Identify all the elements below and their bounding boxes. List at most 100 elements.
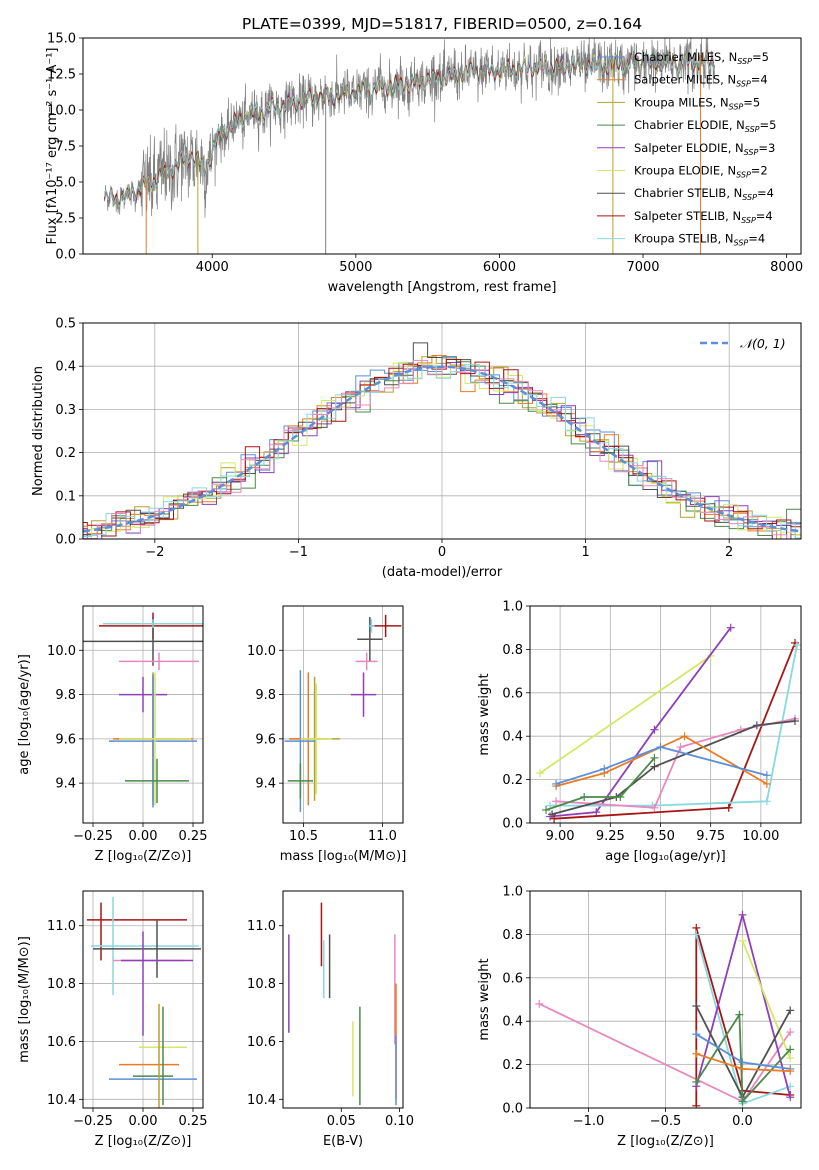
spectrum-xtick-label: 5000: [339, 260, 372, 275]
massweight_vs_age-marker: [762, 779, 771, 788]
mass_vs_z-plot: [87, 896, 201, 1108]
massweight_vs_age-ytick-label: 0.0: [502, 817, 523, 832]
massweight_vs_z-marker: [786, 1028, 795, 1037]
legend-entry: Kroupa MILES, NSSP=5: [634, 95, 760, 111]
massweight_vs_z-ylabel: mass weight: [477, 958, 492, 1040]
legend-entry: Kroupa STELIB, NSSP=4: [634, 232, 765, 248]
spectrum-ylabel: Flux [fλ10⁻¹⁷ erg cm⁻² s⁻¹ A⁻¹]: [45, 48, 60, 245]
legend-value: =3: [758, 141, 775, 155]
legend-subscript: SSP: [729, 102, 744, 111]
age_vs_mass-errorbar-point: [368, 619, 375, 633]
residuals-xtick-label: −2: [145, 545, 164, 560]
residuals-hist-salpeter_miles: [83, 355, 801, 539]
massweight_vs_age-marker: [650, 762, 659, 771]
legend-subscript: SSP: [745, 125, 760, 134]
legend-subscript: SSP: [737, 57, 752, 66]
spectrum-xlabel: wavelength [Angstrom, rest frame]: [328, 280, 557, 295]
spectrum-xtick-label: 4000: [196, 260, 229, 275]
mass_vs_ebv-frame: 0.05 0.10 10.4 10.6 10.8 11.0 E(B-V): [247, 890, 414, 1149]
residuals-frame: −2 −1 0 1 2 0.0 0.1 0.2 0.3 0.4 0.5 (data-model)/er…: [31, 317, 802, 580]
spectrum-ytick-label: 12.5: [47, 68, 76, 83]
massweight_vs_age-marker: [656, 743, 665, 752]
residuals-xlabel: (data-model)/error: [382, 565, 503, 580]
mass_vs_z-ytick-label: 10.4: [47, 1093, 76, 1108]
mass_vs_z-xlabel: Z [log₁₀(Z/Z⊙)]: [95, 1134, 192, 1149]
age_vs_mass-errorbar-point: [355, 652, 378, 671]
massweight_vs_age-ytick-label: 0.2: [502, 773, 523, 788]
massweight_vs_z-marker: [692, 1077, 701, 1086]
mass_vs_ebv-xtick-label: 0.05: [327, 1114, 356, 1129]
massweight_vs_z-marker: [786, 1054, 795, 1063]
legend-label: Salpeter ELODIE, N: [634, 141, 744, 155]
massweight_vs_z-marker: [738, 1064, 747, 1073]
spectrum-ytick-label: 15.0: [47, 32, 76, 47]
massweight_vs_age-series-chabrier_elodie: [545, 757, 656, 811]
massweight_vs_z-marker: [692, 1030, 701, 1039]
spectrum-ytick-label: 7.5: [55, 140, 76, 155]
legend-subscript: SSP: [742, 193, 757, 202]
age_vs_z-errorbar-point: [109, 674, 197, 808]
massweight_vs_age-marker: [650, 803, 659, 812]
age_vs_mass-frame: 10.5 11.0 9.4 9.6 9.8 10.0 mass [log₁₀(M/M⊙)]: [247, 605, 406, 864]
spectrum-plot: [104, 38, 715, 254]
age_vs_z-xtick-label: −0.25: [73, 829, 113, 844]
age_vs_mass-xtick-label: 10.5: [289, 829, 318, 844]
legend-entry: Salpeter STELIB, NSSP=4: [634, 209, 773, 225]
massweight_vs_z-marker: [786, 1006, 795, 1015]
mass_vs_ebv-xtick-label: 0.10: [385, 1114, 414, 1129]
age_vs_z-xlabel: Z [log₁₀(Z/Z⊙)]: [95, 849, 192, 864]
massweight_vs_age-ytick-label: 0.6: [502, 686, 523, 701]
mass_vs_z-ytick-label: 10.8: [47, 977, 76, 992]
residuals-ylabel: Normed distribution: [31, 366, 46, 496]
massweight_vs_age-series-kroupa_elodie: [539, 655, 712, 774]
legend-label: Kroupa STELIB, N: [634, 232, 734, 246]
massweight_vs_age-marker: [552, 797, 561, 806]
mass_vs_ebv-ytick-label: 11.0: [247, 919, 276, 934]
massweight_vs_age-ytick-label: 0.4: [502, 730, 523, 745]
mass_vs_ebv-plot: [288, 902, 397, 1106]
legend-label: Chabrier STELIB, N: [634, 186, 742, 200]
massweight_vs_age-marker: [680, 732, 689, 741]
massweight_vs_age-marker: [616, 792, 625, 801]
massweight_vs_z-xtick-label: 0.0: [732, 1114, 753, 1129]
residuals-xtick-label: 2: [725, 545, 733, 560]
residuals-ytick-label: 0.2: [55, 446, 76, 461]
massweight_vs_age-marker: [762, 771, 771, 780]
legend-entry: Chabrier MILES, NSSP=5: [634, 50, 769, 66]
massweight_vs_z-plot: [535, 910, 795, 1108]
age_vs_z-frame: −0.25 0.00 0.25 9.4 9.6 9.8 10.0 Z [log₁₀(Z/Z⊙)…: [17, 605, 207, 864]
age_vs_z-errorbar-point: [125, 758, 189, 804]
residuals-xtick-label: 0: [438, 545, 446, 560]
massweight_vs_age-ytick-label: 1.0: [502, 600, 523, 615]
massweight_vs_age-marker: [790, 717, 799, 726]
mass_vs_z-ytick-label: 10.6: [47, 1035, 76, 1050]
residuals-legend: 𝒩(0, 1): [700, 336, 786, 351]
age_vs_mass-ytick-label: 9.4: [255, 777, 276, 792]
legend-label: Chabrier ELODIE, N: [634, 118, 745, 132]
residuals-xtick-label: −1: [289, 545, 308, 560]
age_vs_z-errorbar-point: [119, 652, 199, 671]
mass_vs_z-ylabel: mass [log₁₀(M/M⊙)]: [17, 936, 32, 1063]
spectrum-xtick-label: 6000: [483, 260, 516, 275]
age_vs_mass-errorbar-point: [350, 672, 377, 717]
massweight_vs_age-marker: [550, 814, 559, 823]
massweight_vs_age-marker: [792, 641, 801, 650]
age_vs_mass-plot: [284, 614, 402, 812]
residuals-ytick-label: 0.4: [55, 360, 76, 375]
mass_vs_ebv-ytick-label: 10.6: [247, 1035, 276, 1050]
spectrum-frame: 4000 5000 6000 7000 8000 0.0 2.5 5.0 7.5 10.0 12.5…: [45, 15, 803, 295]
massweight_vs_z-marker: [692, 930, 701, 939]
massweight_vs_age-marker: [726, 623, 735, 632]
age_vs_mass-ytick-label: 9.8: [255, 688, 276, 703]
mass_vs_z-xtick-label: −0.25: [73, 1114, 113, 1129]
massweight_vs_z-marker: [692, 1101, 701, 1108]
age_vs_z-ytick-label: 10.0: [47, 644, 76, 659]
legend-subscript: SSP: [744, 148, 759, 157]
age_vs_z-errorbar-point: [119, 672, 191, 806]
spectrum-title: PLATE=0399, MJD=51817, FIBERID=0500, z=0…: [242, 15, 642, 33]
massweight_vs_age-series-salpeter_miles: [555, 735, 768, 787]
massweight_vs_z-marker: [738, 910, 747, 919]
spectrum-ytick-label: 0.0: [55, 248, 76, 263]
residuals-ytick-label: 0.3: [55, 403, 76, 418]
age_vs_mass-errorbar-point: [369, 614, 402, 637]
